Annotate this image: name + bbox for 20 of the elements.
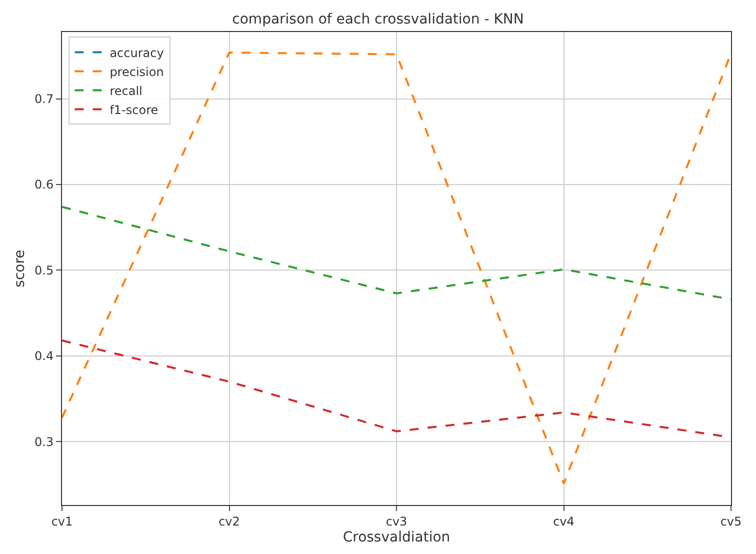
- y-axis-title: score: [12, 250, 28, 288]
- x-tick-label: cv4: [553, 514, 574, 528]
- x-tick-label: cv3: [386, 514, 408, 528]
- y-tick-label: 0.5: [34, 263, 54, 278]
- x-tick-label: cv2: [218, 514, 240, 528]
- line-series: [62, 339, 731, 438]
- y-tick-label: 0.4: [34, 349, 54, 364]
- y-tick-label: 0.7: [34, 92, 54, 106]
- line-series: [62, 52, 731, 485]
- x-tick-label: cv5: [720, 514, 742, 528]
- legend-label: precision: [110, 64, 164, 79]
- legend-label: accuracy: [110, 46, 164, 60]
- legend-label: recall: [110, 84, 142, 98]
- legend-label: f1-score: [110, 102, 158, 117]
- y-tick-label: 0.3: [34, 434, 54, 449]
- x-tick-label: cv1: [51, 514, 73, 528]
- line-series: [62, 206, 731, 300]
- chart-title: comparison of each crossvalidation - KNN: [232, 12, 524, 28]
- y-tick-label: 0.6: [34, 178, 54, 192]
- x-axis-title: Crossvaldiation: [342, 530, 450, 546]
